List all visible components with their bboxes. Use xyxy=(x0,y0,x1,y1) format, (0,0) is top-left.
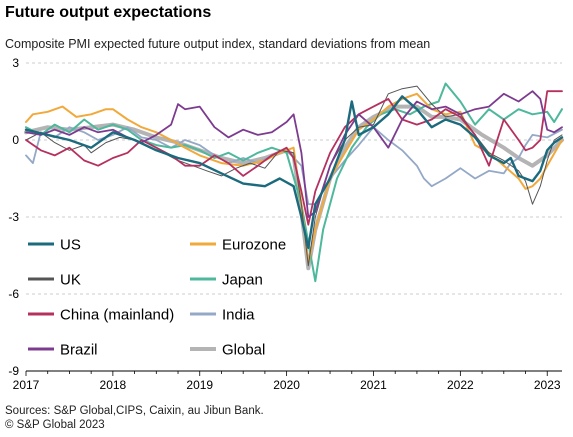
legend-label: Global xyxy=(222,342,265,359)
y-tick-label: -9 xyxy=(8,364,19,378)
legend-label: UK xyxy=(60,272,81,289)
legend-item-japan: Japan xyxy=(190,272,263,289)
x-tick-label: 2019 xyxy=(186,378,213,392)
legend-item-brazil: Brazil xyxy=(28,342,98,359)
x-axis: 2017 2018 2019 2020 2021 2022 2023 xyxy=(13,370,562,392)
y-axis-tick-labels: 3 0 -3 -6 -9 xyxy=(8,56,19,378)
y-tick-label: 3 xyxy=(12,56,19,70)
x-tick-label: 2018 xyxy=(100,378,127,392)
x-tick-label: 2021 xyxy=(360,378,387,392)
legend-item-india: India xyxy=(190,307,255,324)
series-line-us xyxy=(24,95,564,249)
legend-item-eurozone: Eurozone xyxy=(190,237,286,254)
legend-item-global: Global xyxy=(190,342,265,359)
legend-label: China (mainland) xyxy=(60,307,174,324)
x-tick-label: 2017 xyxy=(13,378,40,392)
x-tick-label: 2023 xyxy=(534,378,561,392)
legend-label: Brazil xyxy=(60,342,98,359)
y-tick-label: -3 xyxy=(8,210,19,224)
x-tick-label: 2020 xyxy=(273,378,300,392)
legend-label: Japan xyxy=(222,272,263,289)
series-line-india xyxy=(25,126,563,206)
legend-item-us: US xyxy=(28,237,81,254)
source-note: Sources: S&P Global,CIPS, Caixin, au Jib… xyxy=(5,405,264,417)
chart-subtitle: Composite PMI expected future output ind… xyxy=(5,37,431,51)
series-line-china-mainland xyxy=(25,90,563,226)
series-lines xyxy=(24,82,564,283)
y-tick-label: -6 xyxy=(8,287,19,301)
legend-label: India xyxy=(222,307,255,324)
legend-item-uk: UK xyxy=(28,272,81,289)
x-tick-label: 2022 xyxy=(447,378,474,392)
y-tick-label: 0 xyxy=(12,133,19,147)
legend: US Eurozone UK Japan China (mainland) India Br… xyxy=(28,237,286,359)
series-line-japan xyxy=(25,82,563,283)
chart-title: Future output expectations xyxy=(5,4,212,21)
legend-label: US xyxy=(60,237,81,254)
legend-label: Eurozone xyxy=(222,237,286,254)
series-line-uk xyxy=(25,85,563,267)
copyright-note: © S&P Global 2023 xyxy=(5,419,105,431)
legend-item-china-mainland: China (mainland) xyxy=(28,307,174,324)
